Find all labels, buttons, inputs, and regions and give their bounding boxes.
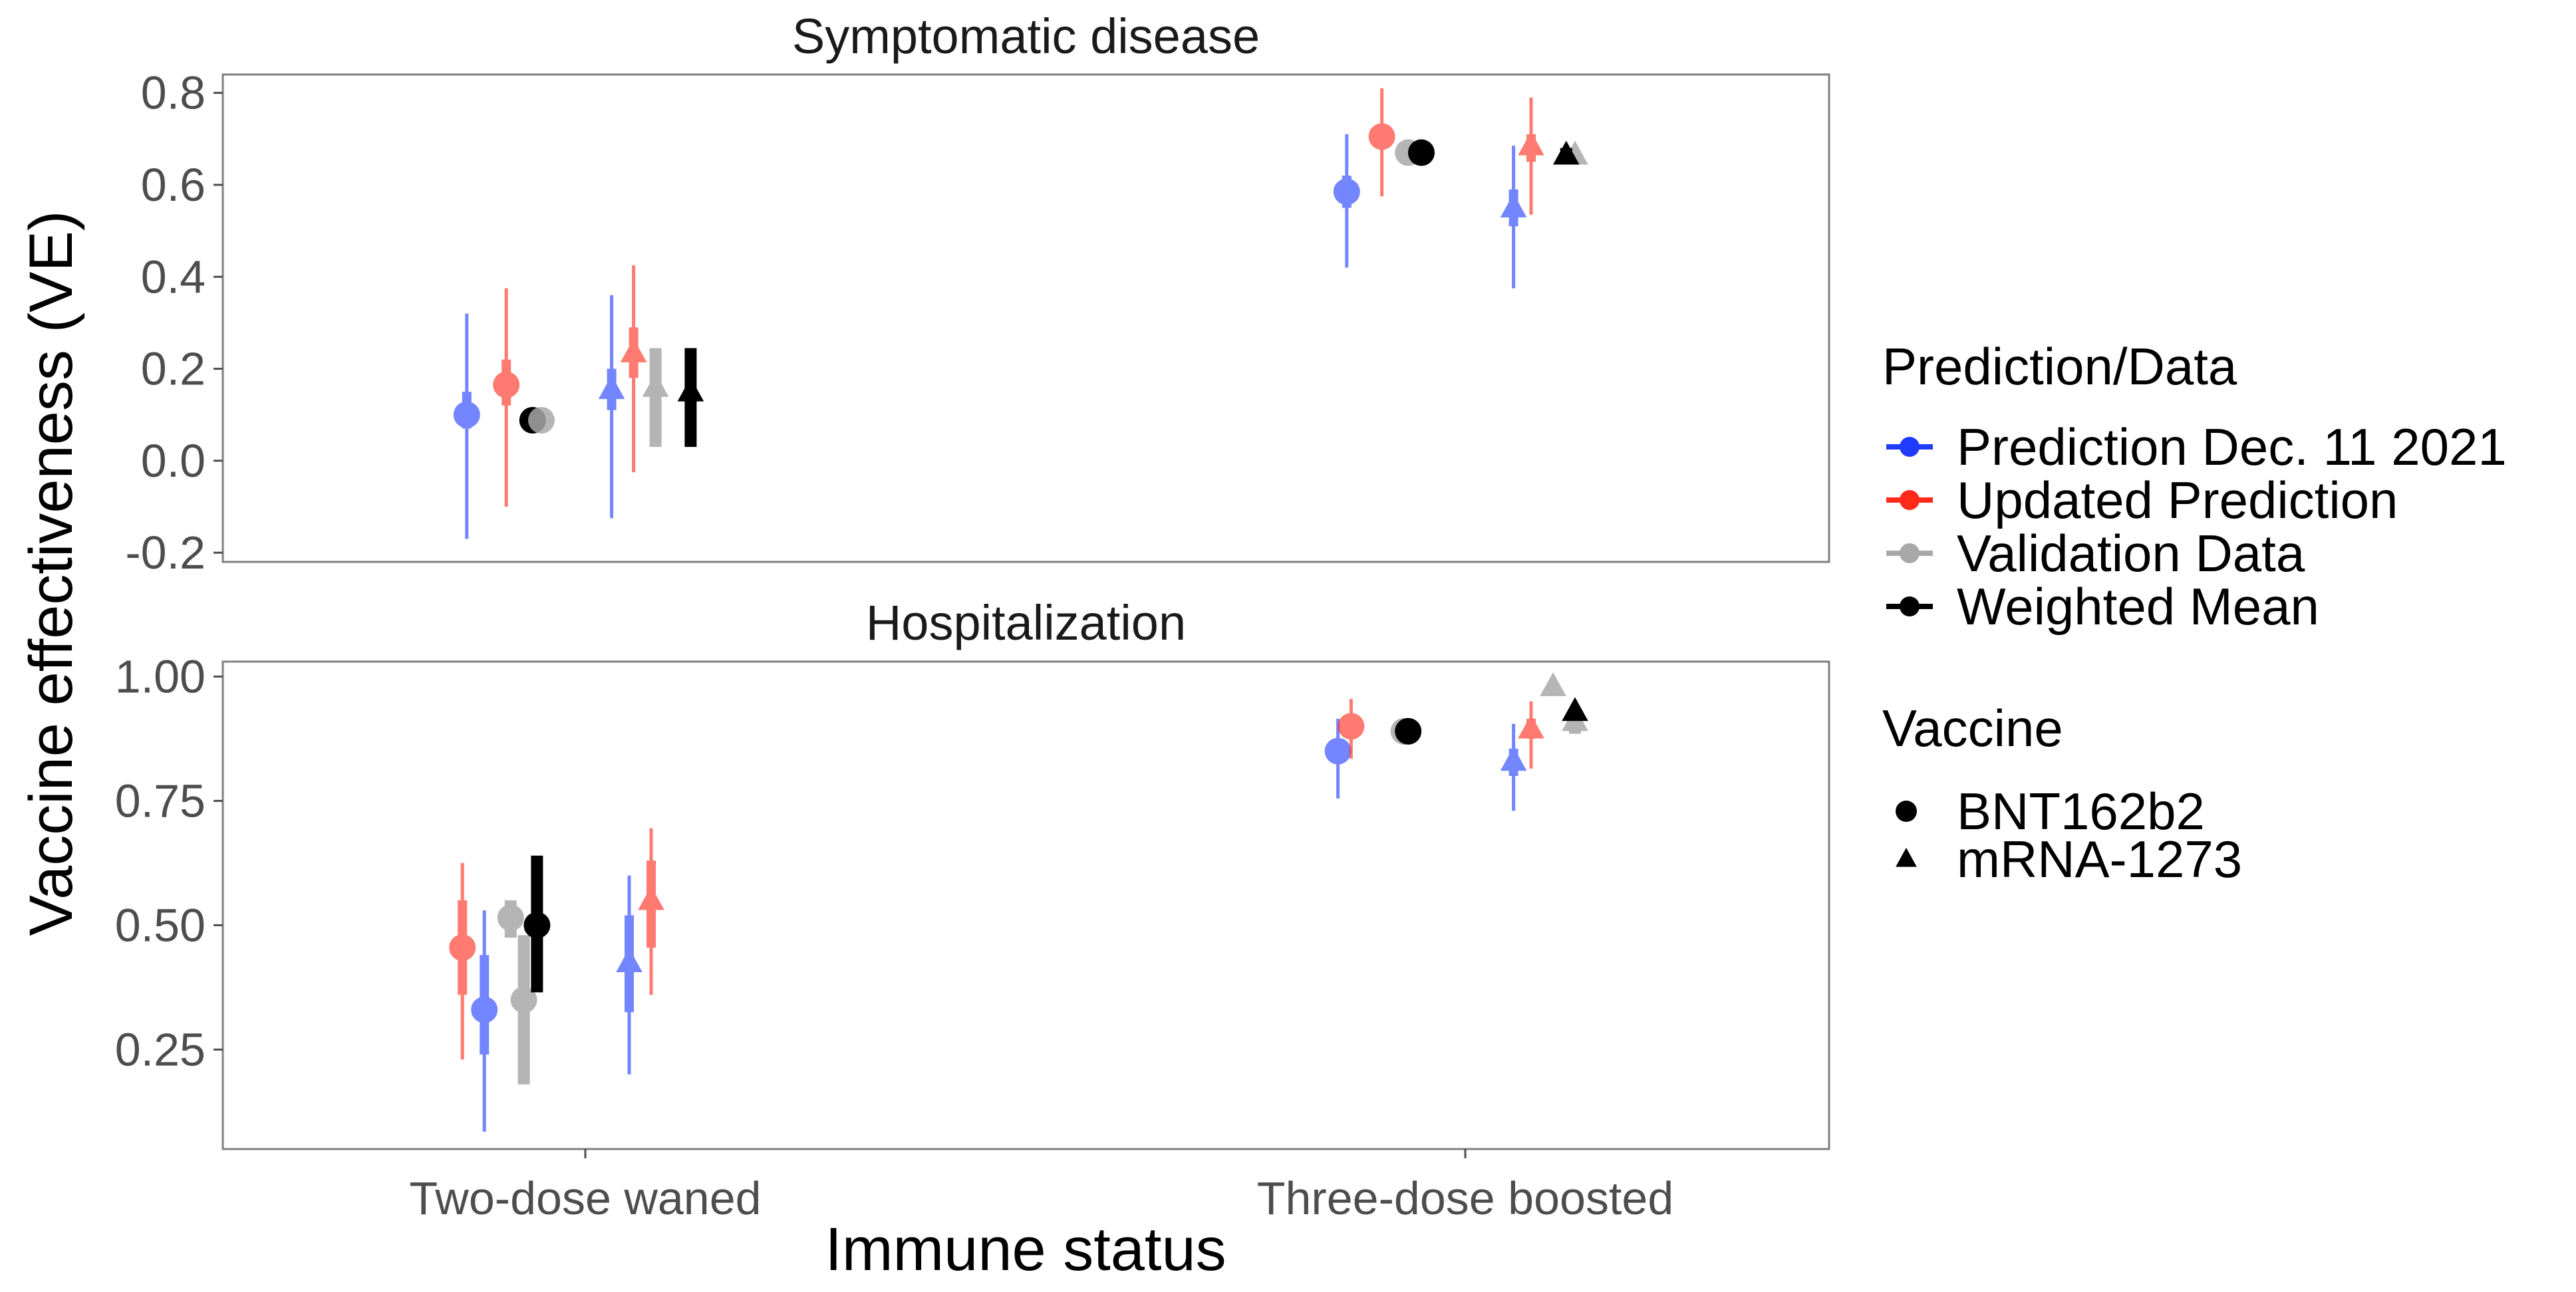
legend-key-dot (1900, 543, 1920, 563)
point-marker-triangle (620, 338, 647, 362)
data-point-upd-mrna (620, 265, 647, 473)
data-point-wm-mrna (1562, 697, 1588, 721)
data-point-val-bnt (497, 900, 524, 938)
y-tick-label: 0.75 (115, 775, 206, 827)
point-marker-triangle (616, 948, 643, 973)
point-marker-circle (497, 904, 524, 932)
legend-key-triangle (1896, 847, 1917, 867)
point-marker-triangle (638, 886, 664, 910)
y-tick-label: 1.00 (115, 650, 206, 702)
data-point-pred-mrna (616, 875, 643, 1075)
legend-label: BNT162b2 (1957, 782, 2205, 840)
point-marker-circle (1408, 139, 1435, 166)
legend-entry-mrna: mRNA-1273 (1896, 830, 2242, 888)
data-point-wm-mrna (677, 348, 704, 448)
legend-label: Weighted Mean (1957, 577, 2319, 636)
panel-border (221, 73, 1830, 563)
panel-border (221, 660, 1830, 1150)
legend-entry-val: Validation Data (1886, 524, 2305, 582)
legend-entry-upd: Updated Prediction (1886, 471, 2398, 529)
y-axis-title: Vaccine effectiveness (VE) (17, 211, 85, 936)
data-point-upd-bnt (1338, 699, 1365, 759)
legend-key-dot (1900, 437, 1920, 457)
point-marker-circle (510, 986, 537, 1013)
point-marker-triangle (677, 377, 704, 402)
data-point-wm-bnt (1408, 139, 1435, 166)
data-point-pred-mrna (1500, 146, 1527, 289)
point-marker-triangle (642, 372, 669, 397)
legend-key-circle (1896, 801, 1917, 822)
x-tick-label: Two-dose waned (409, 1172, 761, 1224)
data-point-val-bnt (510, 935, 537, 1085)
legend-label: mRNA-1273 (1957, 830, 2242, 888)
point-marker-circle (1338, 713, 1365, 740)
data-point-wm-mrna (1553, 140, 1580, 165)
data-point-val-bnt (528, 407, 555, 434)
y-tick-label: 0.2 (141, 343, 206, 395)
data-point-pred-mrna (1500, 723, 1527, 811)
facet-title: Symptomatic disease (792, 9, 1260, 64)
y-tick-label: 0.50 (115, 899, 206, 951)
data-point-upd-mrna (1518, 701, 1544, 769)
x-axis-title: Immune status (825, 1216, 1226, 1283)
data-point-wm-bnt (1395, 717, 1422, 745)
data-point-pred-mrna (598, 295, 625, 519)
point-marker-circle (528, 407, 555, 434)
data-point-val-mrna (642, 348, 669, 448)
y-tick-label: -0.2 (125, 527, 206, 579)
data-point-upd-bnt (493, 288, 520, 507)
point-marker-circle (453, 401, 480, 428)
point-marker-triangle (1553, 140, 1580, 165)
y-tick-label: 0.4 (141, 251, 206, 303)
data-point-pred-bnt (1324, 719, 1352, 799)
point-marker-circle (1368, 123, 1395, 150)
legend-entry-wm: Weighted Mean (1886, 577, 2319, 636)
point-marker-circle (493, 371, 520, 398)
legend-label: Prediction Dec. 11 2021 (1957, 418, 2507, 476)
data-point-wm-bnt (523, 855, 551, 993)
y-tick-label: 0.25 (115, 1023, 206, 1075)
point-marker-circle (1333, 178, 1360, 205)
point-marker-circle (1324, 737, 1352, 765)
legend-key-dot (1900, 490, 1920, 510)
plot-area: Symptomatic disease -0.2 0.0 0.2 0.4 0.6 0.8 Ho… (115, 9, 1830, 1224)
point-marker-triangle (1518, 714, 1544, 739)
legend-color-title: Prediction/Data (1882, 337, 2237, 396)
point-marker-circle (449, 934, 476, 962)
x-tick-label: Three-dose boosted (1257, 1172, 1674, 1224)
point-marker-circle (523, 912, 551, 939)
legend-entry-bnt: BNT162b2 (1896, 782, 2205, 840)
legend-label: Validation Data (1957, 524, 2305, 582)
data-point-pred-bnt (1333, 134, 1360, 268)
facet-title: Hospitalization (866, 595, 1186, 650)
point-marker-circle (471, 996, 498, 1023)
data-point-val-mrna (1540, 672, 1566, 696)
point-marker-triangle (1518, 131, 1544, 156)
point-marker-triangle (1500, 194, 1527, 218)
data-point-upd-bnt (1368, 88, 1395, 197)
legend-shape-title: Vaccine (1882, 699, 2063, 757)
point-marker-triangle (598, 375, 625, 400)
point-marker-circle (1395, 717, 1422, 745)
data-point-upd-bnt (449, 862, 476, 1060)
point-marker-triangle (1500, 747, 1527, 771)
y-tick-label: 0.6 (141, 159, 206, 211)
data-point-upd-mrna (1518, 97, 1544, 215)
y-tick-label: 0.0 (141, 435, 206, 487)
point-marker-triangle (1540, 672, 1566, 696)
data-point-upd-mrna (638, 828, 664, 995)
legend-label: Updated Prediction (1957, 471, 2398, 529)
point-marker-triangle (1562, 697, 1588, 721)
data-point-pred-bnt (453, 313, 480, 539)
y-tick-label: 0.8 (141, 67, 206, 119)
data-point-pred-bnt (471, 910, 498, 1132)
legend-key-dot (1900, 596, 1920, 616)
legend-entry-pred: Prediction Dec. 11 2021 (1886, 418, 2507, 476)
